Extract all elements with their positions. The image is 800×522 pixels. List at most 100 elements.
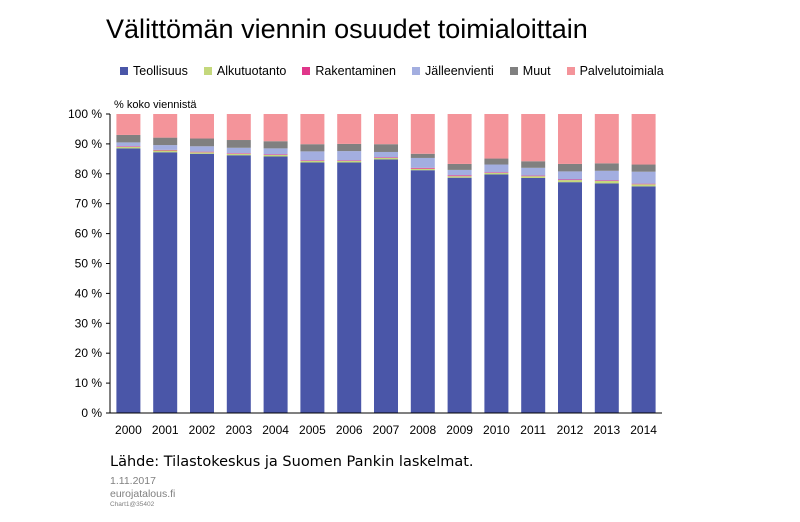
legend-label: Muut <box>522 64 551 78</box>
x-tick-label: 2003 <box>225 423 252 437</box>
y-tick-label: 70 % <box>75 197 103 211</box>
legend-item: Rakentaminen <box>302 64 396 78</box>
bar-teollisuus-2013 <box>594 183 619 413</box>
bar-muut-2002 <box>190 138 214 147</box>
x-tick-label: 2001 <box>152 423 179 437</box>
bar-rakentaminen-2011 <box>521 175 546 177</box>
y-tick-label: 80 % <box>75 167 103 181</box>
bar-rakentaminen-2009 <box>447 175 472 177</box>
y-tick-label: 90 % <box>75 137 103 151</box>
bar-jälleenvienti-2004 <box>263 148 288 155</box>
x-tick-label: 2009 <box>446 423 473 437</box>
bar-alkutuotanto-2003 <box>226 153 251 156</box>
y-tick-label: 30 % <box>75 316 103 330</box>
x-tick-label: 2005 <box>299 423 326 437</box>
x-tick-label: 2014 <box>630 423 657 437</box>
bar-jälleenvienti-2013 <box>594 170 619 181</box>
date-note: 1.11.2017 <box>110 475 156 487</box>
bar-rakentaminen-2002 <box>190 151 214 153</box>
legend-swatch <box>509 67 518 75</box>
legend-swatch <box>566 67 575 75</box>
bar-rakentaminen-2008 <box>410 167 435 169</box>
bar-palvelutoimiala-2001 <box>153 114 178 138</box>
bar-rakentaminen-2013 <box>594 180 619 181</box>
legend-swatch <box>412 67 420 75</box>
bar-alkutuotanto-2014 <box>631 184 656 187</box>
bar-palvelutoimiala-2006 <box>337 114 362 144</box>
bar-alkutuotanto-2005 <box>300 160 325 163</box>
bar-muut-2000 <box>116 134 141 143</box>
bar-muut-2009 <box>447 163 472 170</box>
bar-rakentaminen-2006 <box>337 160 362 161</box>
y-tick-label: 100 % <box>68 107 102 121</box>
bar-jälleenvienti-2009 <box>447 169 472 176</box>
bar-alkutuotanto-2012 <box>558 180 582 183</box>
chart-title: Välittömän viennin osuudet toimialoittai… <box>106 14 588 44</box>
bar-teollisuus-2008 <box>410 170 435 413</box>
legend-label: Teollisuus <box>133 64 188 78</box>
x-tick-label: 2008 <box>409 423 436 437</box>
bar-muut-2011 <box>521 161 546 168</box>
bar-palvelutoimiala-2000 <box>116 114 141 135</box>
bar-muut-2007 <box>374 144 398 152</box>
bar-rakentaminen-2003 <box>226 153 251 154</box>
legend-swatch <box>120 67 128 75</box>
bar-alkutuotanto-2013 <box>594 180 619 184</box>
bar-muut-2006 <box>337 143 362 152</box>
y-tick-label: 10 % <box>75 376 103 390</box>
legend-item: Teollisuus <box>120 64 188 78</box>
bar-muut-2013 <box>594 163 619 171</box>
bar-rakentaminen-2004 <box>263 154 288 155</box>
chart-id-note: Chart1@35402 <box>110 501 155 508</box>
y-tick-label: 0 % <box>81 406 102 420</box>
bar-alkutuotanto-2007 <box>374 157 398 160</box>
bar-teollisuus-2014 <box>631 186 656 413</box>
bar-jälleenvienti-2000 <box>116 142 141 147</box>
bar-teollisuus-2007 <box>374 159 398 413</box>
bar-alkutuotanto-2002 <box>190 152 214 154</box>
y-tick-label: 50 % <box>75 257 103 271</box>
bar-jälleenvienti-2007 <box>374 151 398 158</box>
x-tick-label: 2006 <box>336 423 363 437</box>
bar-jälleenvienti-2012 <box>558 171 582 180</box>
bar-palvelutoimiala-2014 <box>631 114 656 165</box>
x-tick-label: 2002 <box>189 423 216 437</box>
bar-palvelutoimiala-2010 <box>484 114 509 159</box>
bar-palvelutoimiala-2007 <box>374 114 398 145</box>
bar-teollisuus-2003 <box>226 155 251 413</box>
bar-jälleenvienti-2005 <box>300 151 325 161</box>
bar-teollisuus-2012 <box>558 182 582 413</box>
bar-alkutuotanto-2008 <box>410 168 435 171</box>
bar-alkutuotanto-2000 <box>116 146 141 149</box>
bar-palvelutoimiala-2013 <box>594 114 619 164</box>
x-tick-label: 2012 <box>557 423 584 437</box>
bar-jälleenvienti-2003 <box>226 147 251 154</box>
bar-rakentaminen-2005 <box>300 160 325 161</box>
legend-swatch <box>302 67 311 75</box>
bar-teollisuus-2004 <box>263 156 288 413</box>
bar-palvelutoimiala-2009 <box>447 114 472 164</box>
bar-jälleenvienti-2008 <box>410 157 435 168</box>
bar-muut-2005 <box>300 144 325 152</box>
bar-palvelutoimiala-2008 <box>410 114 435 154</box>
bar-teollisuus-2006 <box>337 162 362 413</box>
bar-palvelutoimiala-2011 <box>521 114 546 162</box>
y-axis-label: % koko viennistä <box>114 99 197 111</box>
bar-alkutuotanto-2001 <box>153 150 178 153</box>
x-tick-label: 2013 <box>593 423 620 437</box>
bar-rakentaminen-2014 <box>631 183 656 185</box>
bar-alkutuotanto-2009 <box>447 176 472 178</box>
legend-label: Jälleenvienti <box>425 64 494 78</box>
bar-muut-2003 <box>226 140 251 148</box>
bar-palvelutoimiala-2003 <box>226 114 251 141</box>
legend-item: Alkutuotanto <box>203 64 287 78</box>
bar-jälleenvienti-2002 <box>190 146 214 152</box>
legend-label: Alkutuotanto <box>216 64 287 78</box>
bar-teollisuus-2002 <box>190 153 214 413</box>
legend-label: Palvelutoimiala <box>579 64 664 78</box>
x-tick-label: 2010 <box>483 423 510 437</box>
bar-teollisuus-2011 <box>521 177 546 413</box>
bar-teollisuus-2001 <box>153 152 178 413</box>
bar-alkutuotanto-2011 <box>521 176 546 178</box>
